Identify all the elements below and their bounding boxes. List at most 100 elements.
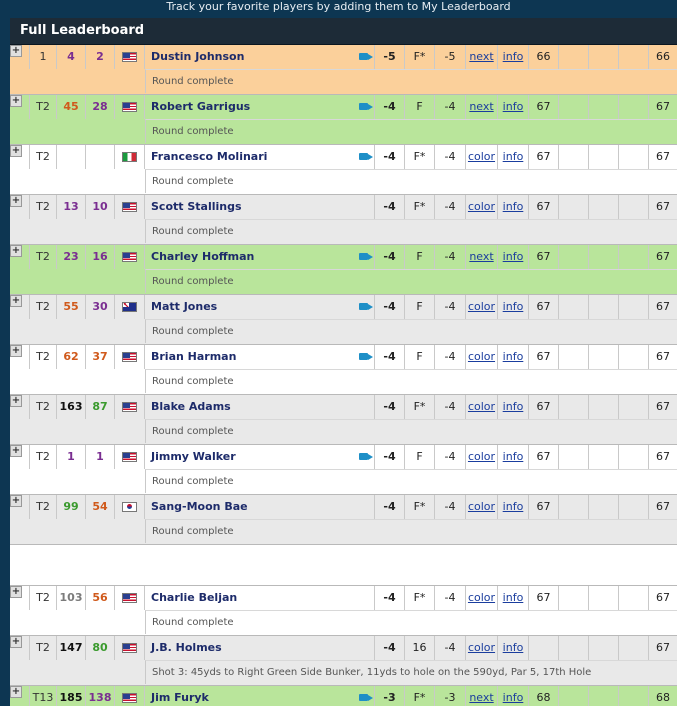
expand-icon[interactable]: + [10, 145, 22, 157]
video-camera-icon[interactable] [359, 353, 373, 360]
next-link[interactable]: next [466, 686, 498, 706]
round-3-score [589, 345, 619, 369]
player-name[interactable]: Francesco Molinari [145, 145, 375, 169]
player-name[interactable]: Brian Harman [145, 345, 375, 369]
video-camera-icon[interactable] [359, 694, 373, 701]
info-link[interactable]: info [498, 95, 529, 119]
player-row[interactable]: + T2 13 10 Scott Stallings -4 F* -4 color info 67 6… [10, 195, 677, 245]
next-link[interactable]: next [466, 95, 498, 119]
expand-icon[interactable]: + [10, 636, 22, 648]
total-strokes: 67 [656, 350, 670, 363]
expand-icon[interactable]: + [10, 345, 22, 357]
round-4-score [619, 586, 649, 610]
player-name[interactable]: Scott Stallings [145, 195, 375, 219]
player-row[interactable]: + T2 23 16 Charley Hoffman -4 F -4 next info 67 67 R… [10, 245, 677, 295]
info-link[interactable]: info [498, 345, 529, 369]
expand-icon[interactable]: + [10, 395, 22, 407]
info-link[interactable]: info [498, 445, 529, 469]
round-score [529, 636, 559, 660]
next-link[interactable]: next [466, 245, 498, 269]
color-link[interactable]: color [466, 636, 498, 660]
flag-au-icon [122, 302, 137, 312]
expand-cell: + [10, 245, 30, 269]
expand-cell: + [10, 145, 30, 169]
player-row[interactable]: +1 4 2 Dustin Johnson -5 F* -5 next info 66 66 Roun… [10, 45, 677, 95]
total-score: -4 [375, 95, 405, 119]
flag-cell [115, 345, 145, 369]
player-name[interactable]: Jim Furyk [145, 686, 375, 706]
round-score: 67 [529, 395, 559, 419]
position: T2 [30, 245, 57, 269]
player-name[interactable]: Charley Hoffman [145, 245, 375, 269]
next-link[interactable]: next [466, 45, 498, 69]
color-link[interactable]: color [466, 345, 498, 369]
info-link[interactable]: info [498, 395, 529, 419]
player-row[interactable]: + T2 62 37 Brian Harman -4 F -4 color info 67 67 Rou… [10, 345, 677, 395]
color-link[interactable]: color [466, 395, 498, 419]
total-strokes: 67 [656, 400, 670, 413]
today-score: -4 [435, 295, 466, 319]
info-link[interactable]: info [498, 686, 529, 706]
total-score: -4 [375, 345, 405, 369]
color-link[interactable]: color [466, 495, 498, 519]
round-3-score [589, 586, 619, 610]
color-link[interactable]: color [466, 195, 498, 219]
player-row[interactable]: + T13 185 138 Jim Furyk -3 F* -3 next info 68 68 [10, 686, 677, 706]
player-row[interactable]: + T2 45 28 Robert Garrigus -4 F -4 next info 67 67 R… [10, 95, 677, 145]
player-name[interactable]: Dustin Johnson [145, 45, 375, 69]
expand-icon[interactable]: + [10, 586, 22, 598]
player-row[interactable]: + T2 55 30 Matt Jones -4 F -4 color info 67 67 Round… [10, 295, 677, 345]
info-link[interactable]: info [498, 586, 529, 610]
video-camera-icon[interactable] [359, 153, 373, 160]
expand-icon[interactable]: + [10, 686, 22, 698]
info-link[interactable]: info [498, 245, 529, 269]
total-score: -5 [375, 45, 405, 69]
expand-icon[interactable]: + [10, 45, 22, 57]
info-link[interactable]: info [498, 495, 529, 519]
expand-icon[interactable]: + [10, 245, 22, 257]
player-name[interactable]: Robert Garrigus [145, 95, 375, 119]
expand-icon[interactable]: + [10, 445, 22, 457]
video-camera-icon[interactable] [359, 253, 373, 260]
flag-us-icon [122, 252, 137, 262]
expand-icon[interactable]: + [10, 495, 22, 507]
player-row[interactable]: + T2 Francesco Molinari -4 F* -4 color info 67 67… [10, 145, 677, 195]
position: T2 [30, 395, 57, 419]
round-score: 68 [529, 686, 559, 706]
flag-cell [115, 636, 145, 660]
info-link[interactable]: info [498, 195, 529, 219]
leaderboard-panel: Full Leaderboard +1 4 2 Dustin Johnson -5 F* -… [10, 18, 677, 706]
player-name[interactable]: Matt Jones [145, 295, 375, 319]
total-strokes: 66 [656, 50, 670, 63]
video-camera-icon[interactable] [359, 53, 373, 60]
color-link[interactable]: color [466, 145, 498, 169]
info-link[interactable]: info [498, 295, 529, 319]
player-name[interactable]: Jimmy Walker [145, 445, 375, 469]
player-name[interactable]: Sang-Moon Bae [145, 495, 375, 519]
info-link[interactable]: info [498, 636, 529, 660]
info-link[interactable]: info [498, 145, 529, 169]
expand-icon[interactable]: + [10, 295, 22, 307]
round-2-score [559, 45, 589, 69]
info-link[interactable]: info [498, 45, 529, 69]
color-link[interactable]: color [466, 445, 498, 469]
position: T2 [30, 445, 57, 469]
expand-icon[interactable]: + [10, 95, 22, 107]
color-link[interactable]: color [466, 295, 498, 319]
expand-icon[interactable]: + [10, 195, 22, 207]
player-name[interactable]: J.B. Holmes [145, 636, 375, 660]
color-link[interactable]: color [466, 586, 498, 610]
player-row[interactable]: + T2 163 87 Blake Adams -4 F* -4 color info 67 67 Ro… [10, 395, 677, 445]
player-row[interactable]: + T2 147 80 J.B. Holmes -4 16 -4 color info 67 Shot… [10, 636, 677, 686]
video-camera-icon[interactable] [359, 103, 373, 110]
player-row[interactable]: + T2 103 56 Charlie Beljan -4 F* -4 color info 67 6… [10, 586, 677, 636]
player-row-detail: Round complete [10, 469, 677, 493]
player-row[interactable]: + T2 1 1 Jimmy Walker -4 F -4 color info 67 67 Round… [10, 445, 677, 495]
player-row[interactable]: + T2 99 54 Sang-Moon Bae -4 F* -4 color info 67 67 R… [10, 495, 677, 545]
video-camera-icon[interactable] [359, 303, 373, 310]
video-camera-icon[interactable] [359, 453, 373, 460]
player-name[interactable]: Blake Adams [145, 395, 375, 419]
player-name[interactable]: Charlie Beljan [145, 586, 375, 610]
player-row-main: +1 4 2 Dustin Johnson -5 F* -5 next info 66 66 [10, 45, 677, 69]
thru: F [405, 245, 435, 269]
